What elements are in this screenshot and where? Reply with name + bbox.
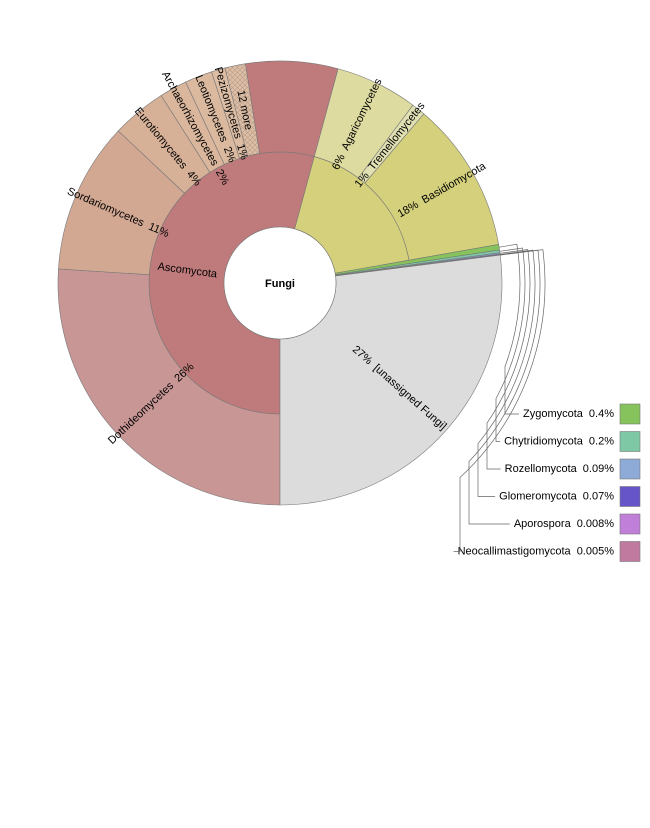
legend-swatch [619, 403, 641, 425]
legend-name: Chytridiomycota [504, 435, 584, 447]
legend-name: Glomeromycota [499, 490, 578, 502]
center-hole [223, 226, 337, 340]
legend-value: 0.09% [583, 463, 614, 475]
value-label: 1% [234, 143, 250, 162]
legend-name: Neocallimastigomycota [458, 545, 572, 557]
legend-swatch [619, 541, 641, 562]
legend-label: Neocallimastigomycota 0.005% [458, 545, 615, 557]
leader-line [495, 247, 526, 442]
legend-label: Aporospora 0.008% [514, 518, 614, 530]
legend-name: Aporospora [514, 518, 572, 530]
legend-swatch [619, 486, 641, 507]
legend-value: 0.2% [589, 435, 614, 447]
legend-swatch [619, 458, 641, 480]
legend-name: Rozellomycota [505, 463, 578, 475]
value-label: 2% [221, 145, 238, 164]
legend-swatch [619, 431, 641, 452]
legend-label: Glomeromycota 0.07% [499, 490, 614, 502]
wedges [57, 60, 503, 506]
legend-value: 0.07% [583, 490, 614, 502]
leader-line [499, 243, 521, 415]
legend-label: Zygomycota 0.4% [523, 408, 614, 420]
leader-line [468, 249, 541, 525]
leader-line [477, 249, 536, 497]
legend-label: Rozellomycota 0.09% [505, 463, 615, 475]
legend-value: 0.005% [577, 545, 615, 557]
leader-line [453, 249, 546, 552]
legend-label: Chytridiomycota 0.2% [504, 435, 614, 447]
legend-value: 0.008% [577, 518, 615, 530]
legend-name: Zygomycota [523, 408, 584, 420]
wedge [57, 268, 281, 506]
leader-line [486, 249, 531, 470]
legend-swatch [619, 513, 641, 535]
center-label: Fungi [265, 278, 295, 290]
legend-value: 0.4% [589, 408, 614, 420]
